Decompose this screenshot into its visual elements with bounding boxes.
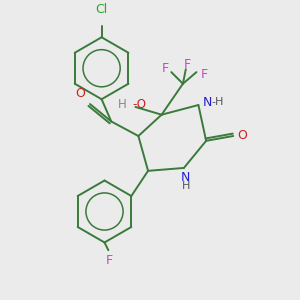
Text: F: F (162, 62, 169, 75)
Text: N: N (203, 96, 213, 109)
Text: -H: -H (212, 97, 224, 107)
Text: F: F (106, 254, 113, 267)
Text: N: N (181, 171, 190, 184)
Text: O: O (237, 130, 247, 142)
Text: F: F (184, 58, 191, 71)
Text: Cl: Cl (95, 3, 108, 16)
Text: O: O (75, 87, 85, 100)
Text: H: H (182, 181, 190, 190)
Text: H: H (118, 98, 127, 111)
Text: F: F (201, 68, 208, 80)
Text: -O: -O (133, 98, 147, 111)
